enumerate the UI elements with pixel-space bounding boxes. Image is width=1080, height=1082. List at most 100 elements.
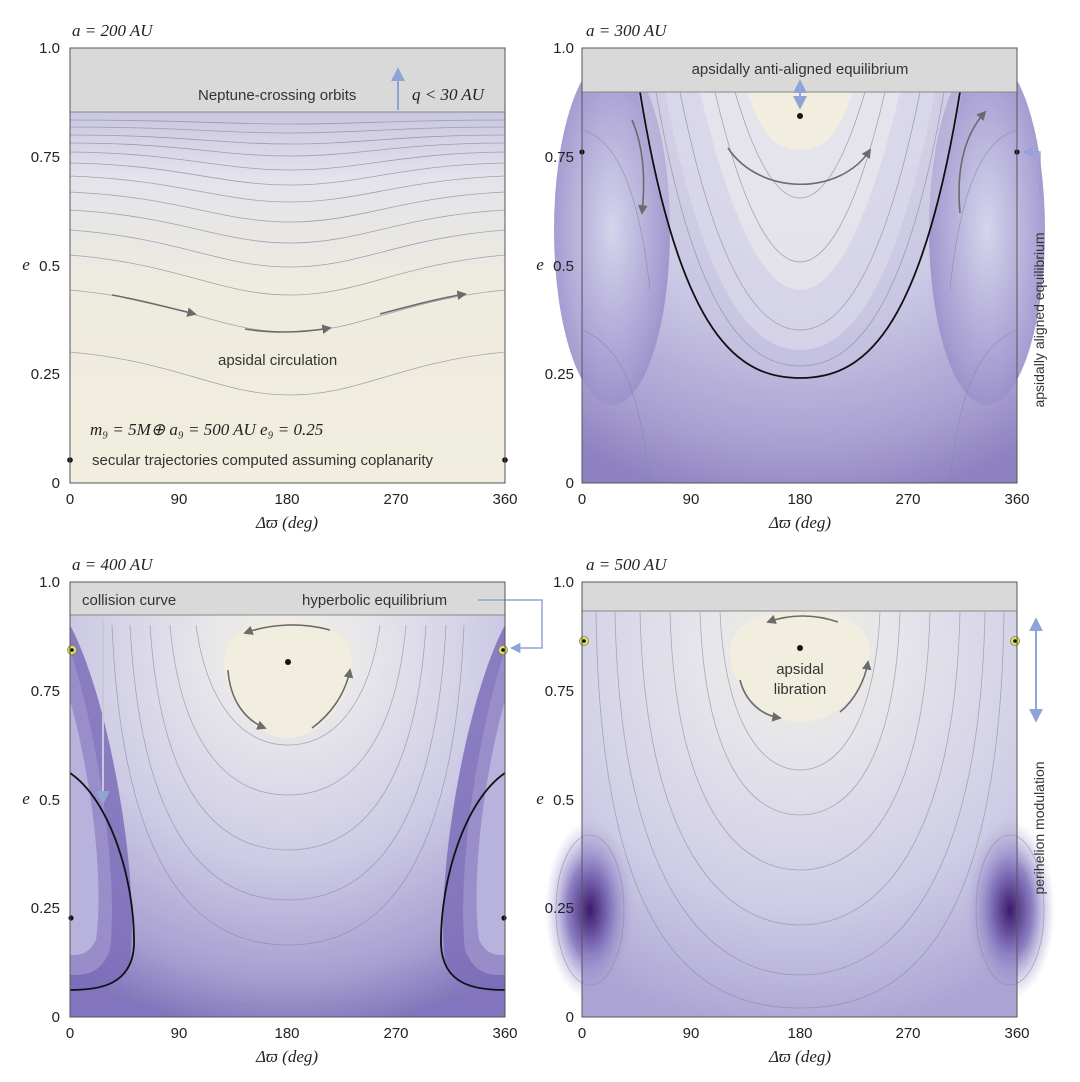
x-ticks-a400: 0 90 180 270 360 — [66, 1025, 518, 1042]
x-tick-label: 0 — [66, 1025, 74, 1042]
collision-curve-right — [440, 772, 506, 991]
x-tick-label: 360 — [1004, 491, 1029, 508]
hyperbolic-arrow — [478, 599, 543, 654]
y-ticks-a300: 0 0.25 0.5 0.75 1.0 — [545, 40, 574, 492]
x-axis-label: Δϖ (deg) — [768, 513, 831, 532]
coplanarity-note: secular trajectories computed assuming c… — [92, 452, 433, 469]
collision-curve-label: collision curve — [82, 592, 176, 609]
panel-a500: a = 500 AU apsidal libration perihelion … — [536, 555, 1055, 1066]
panel-a400: a = 400 AU collision curve hyperbolic eq… — [22, 555, 543, 1066]
y-tick-label: 0.75 — [31, 683, 60, 700]
circulation-label: apsidal circulation — [218, 352, 337, 369]
y-tick-label: 0.75 — [545, 149, 574, 166]
x-tick-label: 360 — [1004, 1025, 1029, 1042]
y-axis-label: e — [22, 255, 30, 274]
x-tick-label: 0 — [578, 491, 586, 508]
y-tick-label: 0.25 — [31, 900, 60, 917]
parameters-label: m₉ = 5M⊕ a₉ = 500 AU e₉ = 0.25 — [90, 420, 323, 439]
y-tick-label: 0.5 — [39, 792, 60, 809]
y-tick-label: 0 — [52, 1009, 60, 1026]
y-tick-label: 0.75 — [31, 149, 60, 166]
panel-title: a = 500 AU — [586, 555, 668, 574]
x-ticks-a300: 0 90 180 270 360 — [578, 491, 1030, 508]
y-tick-label: 1.0 — [553, 574, 574, 591]
panel-title: a = 300 AU — [586, 21, 668, 40]
libration-label-line1: apsidal — [776, 661, 824, 678]
libration-island — [729, 612, 871, 722]
flow-arrows-a500 — [739, 614, 872, 722]
x-tick-label: 0 — [66, 491, 74, 508]
y-tick-label: 0.25 — [545, 900, 574, 917]
equilibrium-point — [797, 645, 803, 651]
libration-island — [223, 622, 353, 738]
x-tick-label: 180 — [787, 491, 812, 508]
x-axis-label: Δϖ (deg) — [768, 1047, 831, 1066]
panel-title: a = 200 AU — [72, 21, 154, 40]
x-tick-label: 360 — [492, 491, 517, 508]
x-tick-label: 180 — [787, 1025, 812, 1042]
hyperbolic-label: hyperbolic equilibrium — [302, 592, 447, 609]
neptune-crossing-band — [582, 582, 1017, 611]
flow-arrows-a300 — [631, 110, 987, 215]
panel-a300: a = 300 AU apsidally anti-aligned equili… — [536, 21, 1047, 532]
y-ticks-a200: 0 0.25 0.5 0.75 1.0 — [31, 40, 60, 492]
x-tick-label: 180 — [274, 491, 299, 508]
modulation-label: perihelion modulation — [1031, 761, 1047, 894]
y-axis-label: e — [536, 789, 544, 808]
x-tick-label: 90 — [171, 1025, 188, 1042]
y-tick-label: 0.75 — [545, 683, 574, 700]
panel-a200: a = 200 AU Neptune-crossing orbits q < 3… — [22, 21, 517, 532]
equilibrium-point — [797, 113, 803, 119]
y-tick-label: 1.0 — [39, 40, 60, 57]
neptune-crossing-band — [70, 582, 505, 615]
y-tick-label: 0 — [52, 475, 60, 492]
y-tick-label: 0.5 — [553, 792, 574, 809]
y-ticks-a400: 0 0.25 0.5 0.75 1.0 — [31, 574, 60, 1026]
libration-label-line2: libration — [774, 681, 827, 698]
plot-area-a200 — [70, 48, 505, 483]
flow-arrows-a400 — [227, 624, 354, 730]
y-ticks-a500: 0 0.25 0.5 0.75 1.0 — [545, 574, 574, 1026]
y-tick-label: 1.0 — [39, 574, 60, 591]
x-tick-label: 270 — [895, 1025, 920, 1042]
neptune-crossing-label: Neptune-crossing orbits — [198, 87, 356, 104]
x-axis-label: Δϖ (deg) — [255, 513, 318, 532]
x-tick-label: 90 — [171, 491, 188, 508]
flow-arrows-a200 — [111, 290, 467, 334]
x-axis-label: Δϖ (deg) — [255, 1047, 318, 1066]
x-ticks-a200: 0 90 180 270 360 — [66, 491, 518, 508]
libration-contours-a500 — [555, 611, 1045, 1009]
neptune-crossing-band — [70, 48, 505, 112]
y-tick-label: 1.0 — [553, 40, 574, 57]
x-tick-label: 270 — [383, 1025, 408, 1042]
separatrix-curve — [639, 91, 961, 379]
y-axis-label: e — [22, 789, 30, 808]
y-tick-label: 0.5 — [39, 258, 60, 275]
libration-contours-a300 — [581, 91, 1018, 484]
circulation-contours — [69, 119, 506, 396]
x-tick-label: 90 — [683, 1025, 700, 1042]
aligned-arrow — [1023, 147, 1041, 195]
aligned-label: apsidally aligned equilibrium — [1031, 232, 1047, 407]
x-tick-label: 270 — [383, 491, 408, 508]
panel-title: a = 400 AU — [72, 555, 154, 574]
libration-contours-a400 — [101, 624, 475, 1006]
anti-aligned-label: apsidally anti-aligned equilibrium — [692, 61, 909, 78]
equilibrium-point — [285, 659, 291, 665]
equilibrium-point — [501, 915, 507, 921]
q-threshold-label: q < 30 AU — [412, 85, 486, 104]
equilibrium-point — [68, 915, 74, 921]
x-tick-label: 270 — [895, 491, 920, 508]
y-tick-label: 0.5 — [553, 258, 574, 275]
y-tick-label: 0.25 — [545, 366, 574, 383]
x-tick-label: 180 — [274, 1025, 299, 1042]
x-tick-label: 90 — [683, 491, 700, 508]
y-axis-label: e — [536, 255, 544, 274]
x-tick-label: 0 — [578, 1025, 586, 1042]
y-tick-label: 0 — [566, 1009, 574, 1026]
x-tick-label: 360 — [492, 1025, 517, 1042]
y-tick-label: 0.25 — [31, 366, 60, 383]
y-tick-label: 0 — [566, 475, 574, 492]
x-ticks-a500: 0 90 180 270 360 — [578, 1025, 1030, 1042]
